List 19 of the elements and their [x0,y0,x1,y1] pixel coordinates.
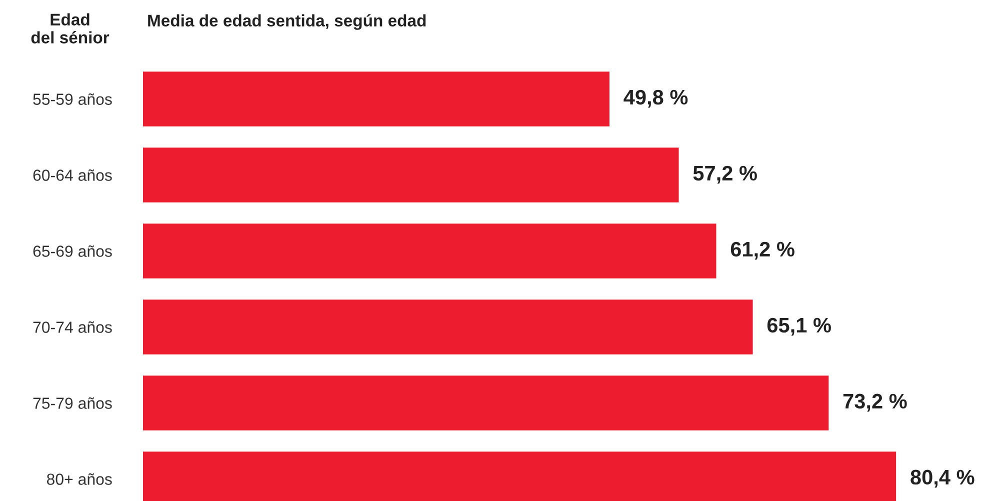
y-tick-label: 70-74 años [33,321,112,333]
y-tick-label: 80+ años [46,473,112,485]
y-tick-label: 65-69 años [33,245,112,257]
data-label: 80,4 % [910,470,974,488]
bar [143,376,829,430]
data-label: 57,2 % [693,166,757,184]
y-axis-title: Edad del sénior [31,13,110,44]
y-tick-label: 60-64 años [33,169,112,181]
y-tick-label: 75-79 años [33,397,112,409]
data-label: 73,2 % [843,394,907,412]
data-label: 65,1 % [767,318,831,336]
data-label: 61,2 % [730,242,794,260]
bar [143,148,679,202]
bar [143,300,753,354]
chart-title: Media de edad sentida, según edad [148,14,426,30]
data-label: 49,8 % [624,90,688,108]
bar [143,224,716,278]
y-tick-label: 55-59 años [33,93,112,105]
bar [143,72,610,126]
